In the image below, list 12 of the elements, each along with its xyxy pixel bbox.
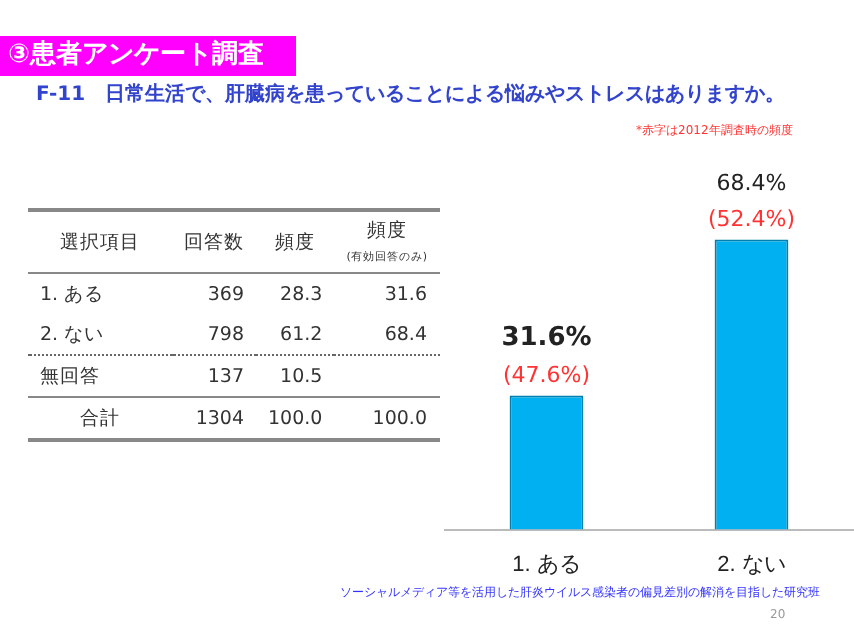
text: 無回答 137 10.5 xyxy=(40,365,323,387)
x-tick-label: 2. ない xyxy=(717,552,786,577)
text: 2. ない 798 61.2 68.4 xyxy=(40,323,427,345)
annotation: (47.6%) xyxy=(502,362,591,389)
x-tick-label: 1. ある xyxy=(512,552,581,577)
text: (52.4%) xyxy=(707,206,796,233)
text: ③患者アンケート調査 xyxy=(0,36,296,76)
text: 合計 1304 100.0 100.0 xyxy=(80,407,427,429)
text: 1. ある 369 28.3 31.6 xyxy=(40,283,427,305)
data-label: 31.6% xyxy=(501,323,592,354)
chart-title: F-11 日常生活で、肝臓病を患っていることによる悩みやストレスはありますか。 xyxy=(36,81,786,108)
data-label: 68.4% xyxy=(716,170,787,197)
